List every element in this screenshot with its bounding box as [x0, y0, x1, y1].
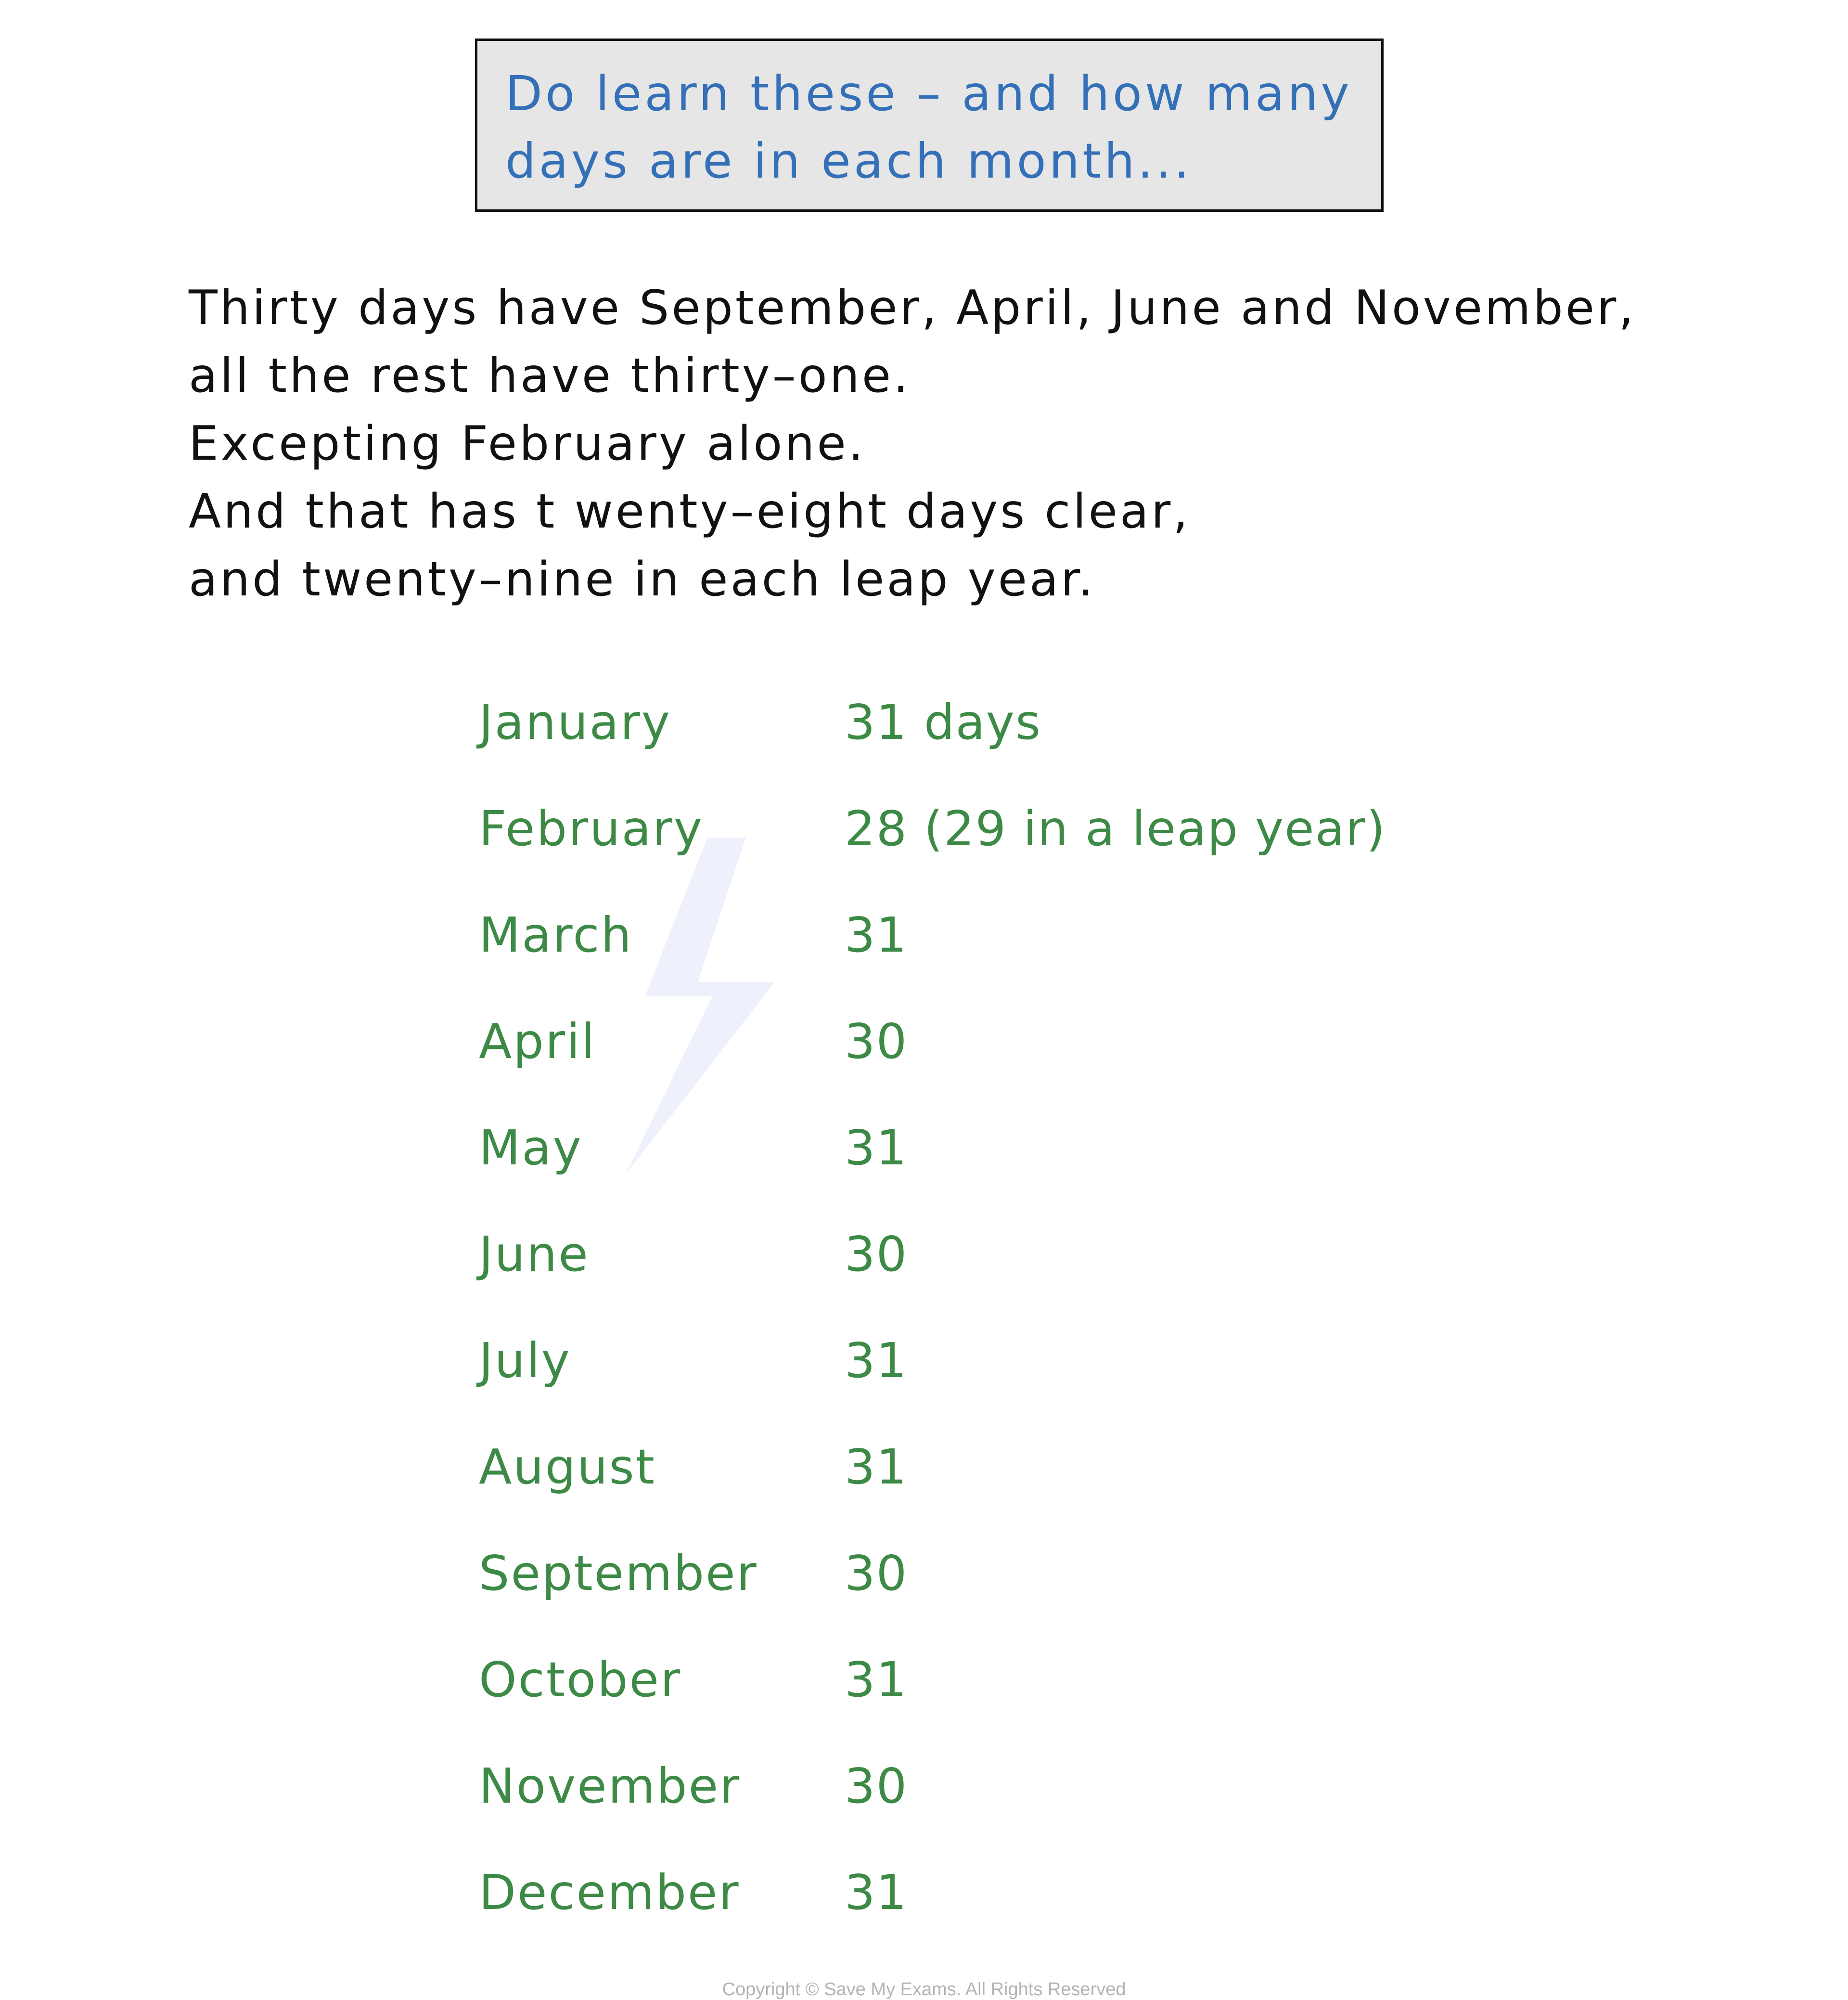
month-days: 30	[845, 1226, 908, 1282]
month-name: November	[479, 1758, 741, 1814]
month-name: March	[479, 907, 633, 963]
poem-line: and twenty–nine in each leap year.	[189, 552, 1096, 607]
month-days: 31	[845, 1652, 908, 1708]
poem-line: Excepting February alone.	[189, 416, 866, 471]
month-name: April	[479, 1013, 596, 1070]
month-days: 28 (29 in a leap year)	[845, 800, 1386, 857]
poem-line: And that has t wenty–eight days clear,	[189, 484, 1191, 539]
month-row: February 28 (29 in a leap year)	[479, 775, 1538, 882]
month-days: 30	[845, 1758, 908, 1814]
month-name: July	[479, 1332, 571, 1389]
note-box: Do learn these – and how many days are i…	[475, 39, 1384, 212]
month-row: March 31	[479, 882, 1538, 988]
month-days: 30	[845, 1013, 908, 1070]
month-days: 31	[845, 1332, 908, 1389]
month-name: December	[479, 1864, 740, 1921]
month-row: January 31 days	[479, 669, 1538, 775]
month-name: October	[479, 1652, 682, 1708]
month-row: May 31	[479, 1095, 1538, 1201]
poem: Thirty days have September, April, June …	[189, 274, 1636, 614]
month-days: 31	[845, 907, 908, 963]
month-days: 31	[845, 1120, 908, 1176]
month-row: April 30	[479, 988, 1538, 1095]
month-name: February	[479, 800, 704, 857]
copyright-footer: Copyright © Save My Exams. All Rights Re…	[722, 1979, 1126, 2000]
month-name: May	[479, 1120, 583, 1176]
month-days: 31 days	[845, 694, 1042, 750]
month-days: 31	[845, 1439, 908, 1495]
month-name: September	[479, 1545, 758, 1601]
note-line: days are in each month...	[505, 133, 1193, 189]
month-days: 31	[845, 1864, 908, 1921]
month-days: 30	[845, 1545, 908, 1601]
month-name: August	[479, 1439, 656, 1495]
month-name: January	[479, 694, 672, 750]
month-row: October 31	[479, 1626, 1538, 1733]
month-row: July 31	[479, 1307, 1538, 1414]
month-row: August 31	[479, 1414, 1538, 1520]
note-line: Do learn these – and how many	[505, 65, 1352, 122]
month-name: June	[479, 1226, 590, 1282]
poem-line: all the rest have thirty–one.	[189, 348, 911, 403]
month-row: November 30	[479, 1733, 1538, 1839]
month-row: December 31	[479, 1839, 1538, 1946]
month-row: June 30	[479, 1201, 1538, 1307]
poem-line: Thirty days have September, April, June …	[189, 281, 1636, 335]
month-row: September 30	[479, 1520, 1538, 1626]
months-table: January 31 days February 28 (29 in a leap y…	[479, 669, 1538, 1946]
